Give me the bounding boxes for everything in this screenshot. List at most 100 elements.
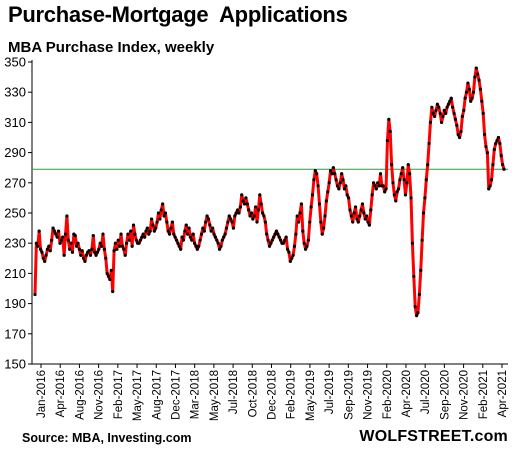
x-tick-label: Feb-2021 <box>478 370 490 419</box>
data-point <box>299 202 304 206</box>
data-point <box>190 238 194 242</box>
data-point <box>322 226 326 230</box>
data-point <box>317 202 322 206</box>
data-point <box>206 217 211 221</box>
chart-subtitle: MBA Purchase Index, weekly <box>8 39 215 56</box>
data-point <box>240 193 244 197</box>
data-point <box>231 226 236 230</box>
data-point <box>430 105 434 109</box>
data-point <box>224 226 229 230</box>
source-note: Source: MBA, Investing.com <box>22 431 192 445</box>
data-point <box>137 241 141 245</box>
data-point <box>414 314 419 318</box>
data-point <box>233 214 237 218</box>
data-point <box>281 241 285 245</box>
data-point <box>106 274 111 279</box>
data-point <box>323 214 327 218</box>
brand-watermark: WOLFSTREET.com <box>359 428 508 445</box>
data-point <box>138 238 143 242</box>
data-point <box>111 289 115 294</box>
axes <box>31 60 508 365</box>
data-point <box>305 244 309 248</box>
data-point <box>276 232 280 236</box>
y-tick-label: 350 <box>4 55 26 70</box>
data-point <box>91 234 95 238</box>
data-point <box>344 184 348 188</box>
y-tick-label: 150 <box>4 357 26 372</box>
data-point <box>127 238 131 242</box>
data-point <box>381 184 385 188</box>
data-point <box>481 111 485 115</box>
data-point <box>229 217 233 221</box>
data-point <box>238 205 242 209</box>
data-point <box>44 253 48 257</box>
data-point <box>208 223 212 227</box>
data-point <box>459 129 463 134</box>
data-point <box>328 169 333 173</box>
data-point <box>355 217 359 221</box>
data-point <box>94 253 98 257</box>
data-point <box>277 235 281 239</box>
data-point <box>209 229 213 233</box>
data-point <box>227 214 231 218</box>
data-point <box>245 202 249 206</box>
data-point <box>388 129 392 134</box>
data-point <box>421 211 426 215</box>
data-point <box>374 187 378 191</box>
data-point <box>181 238 186 242</box>
data-point <box>498 141 502 146</box>
data-point <box>58 241 62 245</box>
data-point <box>327 181 331 185</box>
chart-title: Purchase-Mortgage Applications <box>8 2 348 27</box>
data-point <box>173 235 177 239</box>
data-point <box>353 205 358 209</box>
series-markers <box>33 66 506 318</box>
data-point <box>302 241 306 245</box>
data-point <box>212 232 216 236</box>
data-point <box>474 66 478 70</box>
data-point <box>54 232 58 236</box>
data-point <box>188 235 193 239</box>
data-point <box>242 202 247 206</box>
data-point <box>433 114 437 118</box>
data-point <box>297 220 301 224</box>
data-point <box>73 234 77 238</box>
data-point <box>295 214 299 218</box>
data-point <box>488 184 492 188</box>
data-point <box>391 181 395 185</box>
data-point <box>120 244 125 248</box>
data-point <box>134 238 138 242</box>
data-point <box>176 241 180 245</box>
data-point <box>119 232 123 236</box>
data-point <box>442 108 446 112</box>
data-point <box>269 241 273 245</box>
data-point <box>148 229 152 233</box>
data-point <box>220 238 224 242</box>
data-point <box>248 214 252 218</box>
data-point <box>211 226 215 230</box>
data-point <box>420 238 424 242</box>
data-point <box>129 229 133 233</box>
data-point <box>455 123 459 128</box>
data-point <box>81 256 86 260</box>
data-point <box>346 196 351 200</box>
data-point <box>292 244 297 248</box>
data-point <box>383 190 387 194</box>
data-point <box>80 249 84 253</box>
data-point <box>394 199 398 203</box>
data-point <box>50 238 54 242</box>
data-point <box>95 250 100 254</box>
data-point <box>303 247 308 251</box>
data-point <box>338 181 342 185</box>
data-point <box>98 241 102 245</box>
data-point <box>70 250 75 254</box>
data-point <box>241 199 245 203</box>
data-point <box>469 99 473 103</box>
data-point <box>237 211 241 215</box>
data-point <box>199 232 204 236</box>
data-point <box>476 72 480 76</box>
data-point <box>187 226 191 230</box>
data-point <box>167 232 172 236</box>
data-point <box>274 229 279 233</box>
